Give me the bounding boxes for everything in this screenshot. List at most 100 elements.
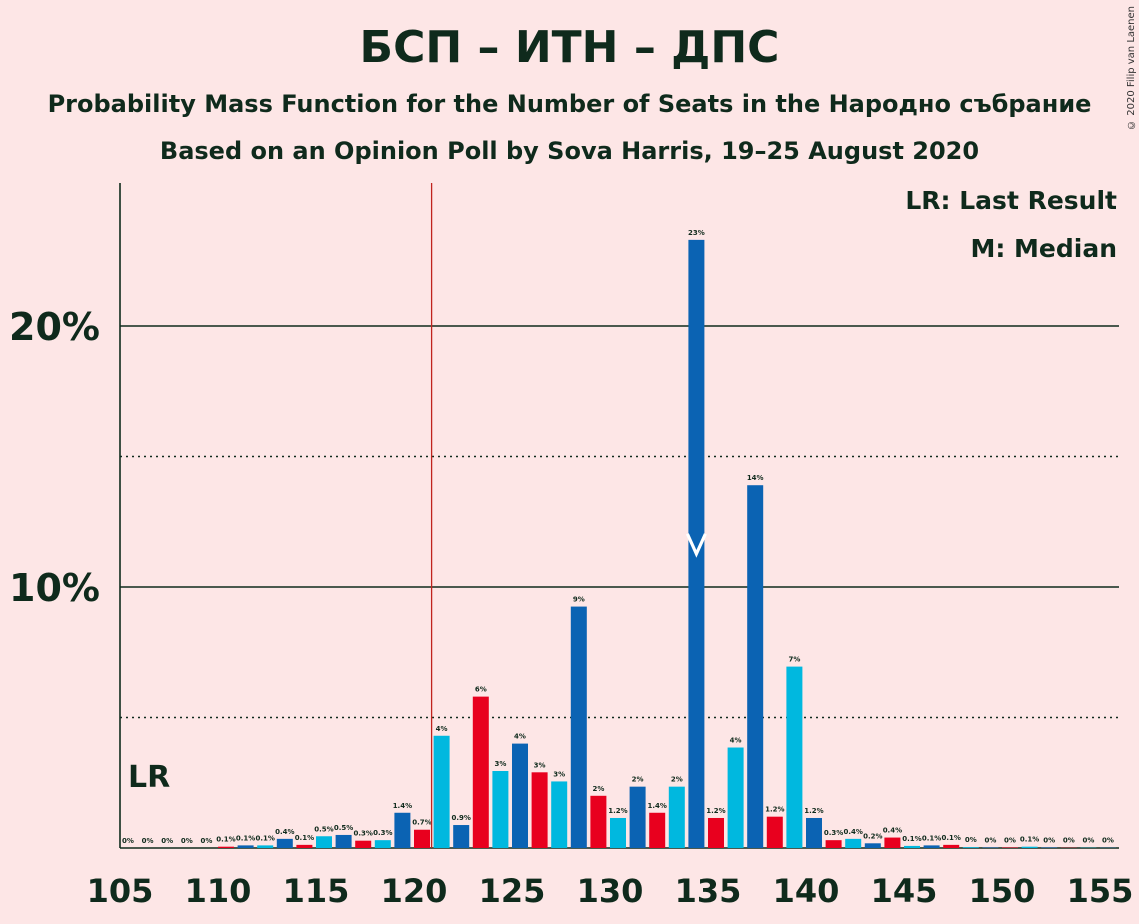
bar-seats-119 xyxy=(394,812,411,848)
bar-label-139: 7% xyxy=(788,656,800,664)
bar-seats-142 xyxy=(845,838,862,848)
x-tick-label: 150 xyxy=(969,872,1036,910)
bar-seats-117 xyxy=(355,840,372,848)
bar-seats-134 xyxy=(688,239,705,848)
bar-seats-116 xyxy=(335,834,352,848)
bar-seats-150 xyxy=(1002,847,1018,848)
x-tick-label: 120 xyxy=(381,872,448,910)
bar-seats-125 xyxy=(512,743,528,848)
bar-seats-152 xyxy=(1041,847,1058,848)
bar-label-134: 23% xyxy=(688,229,705,237)
bar-seats-110 xyxy=(218,846,234,848)
bar-label-116: 0.5% xyxy=(334,824,353,832)
bar-seats-138 xyxy=(766,816,783,848)
bar-seats-129 xyxy=(590,795,607,848)
bar-seats-143 xyxy=(864,843,881,848)
bar-seats-139 xyxy=(786,666,803,848)
x-tick-label: 135 xyxy=(675,872,742,910)
bar-label-125: 4% xyxy=(514,733,526,741)
bar-label-150: 0% xyxy=(1004,836,1016,844)
bar-seats-140 xyxy=(806,817,822,848)
bar-label-128: 9% xyxy=(573,596,585,604)
x-tick-label: 115 xyxy=(283,872,350,910)
bar-seats-147 xyxy=(943,844,960,848)
chart-subtitle: Probability Mass Function for the Number… xyxy=(47,90,1092,118)
bar-label-140: 1.2% xyxy=(804,807,823,815)
bar-label-122: 0.9% xyxy=(451,814,470,822)
bar-label-149: 0% xyxy=(984,836,996,844)
bar-label-154: 0% xyxy=(1082,837,1094,845)
x-tick-label: 125 xyxy=(479,872,546,910)
bar-seats-124 xyxy=(492,771,509,848)
bar-seats-144 xyxy=(884,837,901,848)
bar-label-117: 0.3% xyxy=(353,830,372,838)
bar-label-148: 0% xyxy=(965,836,977,844)
bar-label-119: 1.4% xyxy=(393,802,412,810)
bar-seats-126 xyxy=(531,772,548,848)
bar-seats-115 xyxy=(316,836,332,848)
y-tick-label: 10% xyxy=(9,566,100,610)
bar-seats-114 xyxy=(296,844,313,848)
bar-label-121: 4% xyxy=(436,725,448,733)
bar-seats-148 xyxy=(962,847,979,848)
legend-last-result: LR: Last Result xyxy=(905,186,1117,215)
bar-seats-137 xyxy=(747,485,764,848)
legend-median: M: Median xyxy=(970,234,1117,263)
bar-seats-135 xyxy=(708,817,724,848)
bar-label-109: 0% xyxy=(200,837,212,845)
x-tick-label: 140 xyxy=(773,872,840,910)
bar-label-106: 0% xyxy=(142,837,154,845)
bar-seats-151 xyxy=(1021,846,1038,848)
y-tick-label: 20% xyxy=(9,305,100,349)
bar-seats-118 xyxy=(374,840,391,848)
bar-seats-136 xyxy=(727,747,744,848)
bar-label-133: 2% xyxy=(671,776,683,784)
bar-seats-113 xyxy=(276,838,293,848)
bar-label-146: 0.1% xyxy=(922,834,941,842)
bar-label-137: 14% xyxy=(747,474,764,482)
bar-label-112: 0.1% xyxy=(255,834,274,842)
bar-seats-132 xyxy=(649,812,666,848)
chart-source: Based on an Opinion Poll by Sova Harris,… xyxy=(159,137,980,165)
bar-label-147: 0.1% xyxy=(941,834,960,842)
bar-label-152: 0% xyxy=(1043,836,1055,844)
bar-seats-120 xyxy=(414,829,430,848)
x-tick-label: 130 xyxy=(577,872,644,910)
bar-label-144: 0.4% xyxy=(883,827,902,835)
bar-seats-121 xyxy=(433,735,450,848)
bar-label-145: 0.1% xyxy=(902,835,921,843)
bar-seats-130 xyxy=(610,817,626,848)
bar-label-113: 0.4% xyxy=(275,828,294,836)
bar-label-127: 3% xyxy=(553,770,565,778)
bar-seats-149 xyxy=(982,847,999,848)
bar-seats-146 xyxy=(923,845,940,848)
x-tick-label: 155 xyxy=(1067,872,1134,910)
x-tick-label: 105 xyxy=(87,872,154,910)
bar-label-115: 0.5% xyxy=(314,825,333,833)
bar-label-124: 3% xyxy=(494,760,506,768)
bar-seats-128 xyxy=(570,606,587,848)
bar-label-135: 1.2% xyxy=(706,807,725,815)
lr-marker: LR xyxy=(128,760,170,795)
bar-label-110: 0.1% xyxy=(216,836,235,844)
bar-seats-145 xyxy=(904,845,920,848)
bar-seats-122 xyxy=(453,825,470,848)
chart-title: БСП – ИТН – ДПС xyxy=(359,22,780,73)
bar-label-130: 1.2% xyxy=(608,807,627,815)
bar-label-126: 3% xyxy=(534,761,546,769)
bar-label-120: 0.7% xyxy=(412,819,431,827)
bar-label-143: 0.2% xyxy=(863,832,882,840)
bar-seats-141 xyxy=(825,840,842,848)
bar-label-151: 0.1% xyxy=(1020,836,1039,844)
bar-label-142: 0.4% xyxy=(843,828,862,836)
bar-seats-133 xyxy=(668,786,685,848)
bar-label-153: 0% xyxy=(1063,837,1075,845)
bar-label-114: 0.1% xyxy=(295,834,314,842)
bar-seats-123 xyxy=(472,696,489,848)
median-marker xyxy=(685,533,707,558)
bar-label-138: 1.2% xyxy=(765,806,784,814)
bar-label-111: 0.1% xyxy=(236,834,255,842)
bar-label-155: 0% xyxy=(1102,837,1114,845)
bar-seats-111 xyxy=(237,845,254,848)
